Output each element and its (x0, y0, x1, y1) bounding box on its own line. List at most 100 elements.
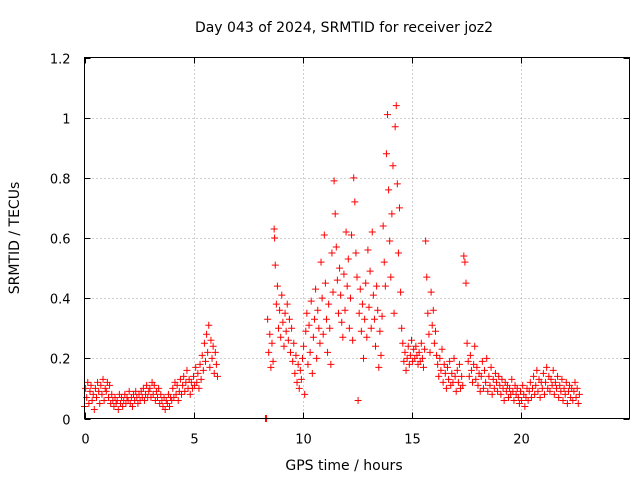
data-point (418, 354, 426, 362)
data-point (389, 162, 397, 170)
data-point (380, 258, 388, 266)
data-point (402, 366, 410, 374)
data-point (94, 378, 102, 386)
data-point (154, 393, 162, 401)
data-point (560, 384, 568, 392)
data-point (513, 384, 521, 392)
data-point (472, 375, 480, 383)
data-point (295, 384, 303, 392)
data-point (149, 390, 157, 398)
data-point (283, 300, 291, 308)
plot-frame (84, 57, 630, 419)
data-point (412, 342, 420, 350)
data-point (267, 363, 275, 371)
data-point (478, 357, 486, 365)
data-point (563, 399, 571, 407)
data-point (89, 390, 97, 398)
data-point (385, 186, 393, 194)
data-point (494, 387, 502, 395)
data-point (434, 360, 442, 368)
data-point (561, 390, 569, 398)
data-point (455, 360, 463, 368)
data-point (509, 387, 517, 395)
data-point (128, 402, 136, 410)
data-point (396, 204, 404, 212)
data-point (387, 273, 395, 281)
data-point (291, 369, 299, 377)
data-point (489, 375, 497, 383)
data-point (485, 372, 493, 380)
data-point (375, 363, 383, 371)
data-point (372, 342, 380, 350)
data-point (108, 390, 116, 398)
data-point (540, 390, 548, 398)
data-point (197, 375, 205, 383)
data-point (405, 360, 413, 368)
data-point (552, 384, 560, 392)
data-point (450, 354, 458, 362)
x-tick-label: 20 (513, 433, 530, 448)
data-point (510, 396, 518, 404)
data-point (355, 309, 363, 317)
data-point (183, 366, 191, 374)
data-point (550, 390, 558, 398)
data-point (365, 303, 373, 311)
data-point (441, 369, 449, 377)
data-point (479, 384, 487, 392)
data-point (308, 369, 316, 377)
data-point (562, 378, 570, 386)
data-point (339, 333, 347, 341)
data-point (415, 348, 423, 356)
data-point (443, 363, 451, 371)
data-point (424, 309, 432, 317)
data-point (436, 354, 444, 362)
data-point (556, 381, 564, 389)
y-tick-label: 0.4 (50, 293, 71, 308)
data-point (471, 342, 479, 350)
data-point (459, 381, 467, 389)
data-point (391, 123, 399, 131)
data-point (294, 360, 302, 368)
data-point (461, 258, 469, 266)
data-point (486, 381, 494, 389)
data-point (268, 339, 276, 347)
data-point (367, 324, 375, 332)
data-point (324, 348, 332, 356)
data-point (460, 252, 468, 260)
data-point (313, 354, 321, 362)
data-point (310, 315, 318, 323)
data-point (400, 357, 408, 365)
x-tick-label: 5 (190, 433, 198, 448)
data-point (289, 357, 297, 365)
data-point (530, 372, 538, 380)
data-point (276, 306, 284, 314)
axis-ticks (84, 57, 630, 420)
data-point (470, 360, 478, 368)
data-point (95, 387, 103, 395)
data-point (542, 378, 550, 386)
data-point (440, 360, 448, 368)
data-point (502, 387, 510, 395)
chart-title: Day 043 of 2024, SRMTID for receiver joz… (195, 20, 493, 36)
data-point (309, 333, 317, 341)
data-point (320, 231, 328, 239)
y-tick-label: 0.8 (50, 173, 71, 188)
data-point (421, 345, 429, 353)
y-tick-label: 1.2 (50, 53, 71, 68)
data-point (361, 315, 369, 323)
data-point (333, 276, 341, 284)
data-point (370, 315, 378, 323)
data-point (352, 249, 360, 257)
data-point (178, 390, 186, 398)
data-point (462, 279, 470, 287)
data-point (194, 369, 202, 377)
data-point (360, 354, 368, 362)
data-point (345, 324, 353, 332)
data-point (377, 351, 385, 359)
data-point (100, 396, 108, 404)
data-point (548, 381, 556, 389)
data-point (176, 375, 184, 383)
x-axis-label: GPS time / hours (285, 458, 402, 474)
data-point (384, 111, 392, 119)
